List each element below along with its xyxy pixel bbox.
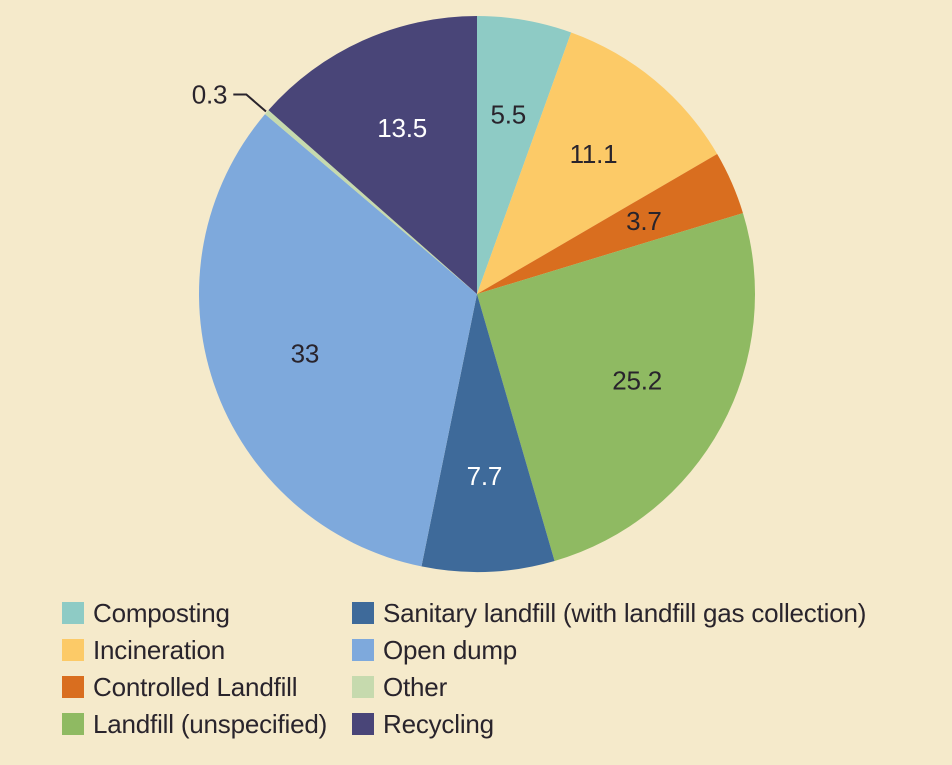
legend-label-controlled-landfill: Controlled Landfill [93, 672, 298, 702]
pie-slice-other [265, 110, 477, 294]
legend-label-other: Other [383, 672, 448, 702]
pie-slice-incineration [477, 32, 718, 294]
legend-item-landfill-unspecified: Landfill (unspecified) [62, 709, 328, 739]
slice-value-label-composting: 5.5 [491, 100, 527, 130]
legend-item-incineration: Incineration [62, 635, 226, 665]
legend-swatch-other [352, 676, 374, 698]
legend-label-sanitary-landfill-with-landfill-gas-collection: Sanitary landfill (with landfill gas col… [383, 598, 867, 628]
legend-swatch-sanitary-landfill-with-landfill-gas-collection [352, 602, 374, 624]
pie-slice-landfill-unspecified [477, 213, 756, 561]
legend-item-sanitary-landfill-with-landfill-gas-collection: Sanitary landfill (with landfill gas col… [352, 598, 867, 628]
legend-item-recycling: Recycling [352, 709, 494, 739]
legend-label-landfill-unspecified: Landfill (unspecified) [93, 709, 328, 739]
slice-value-label-landfill-unspecified: 25.2 [612, 366, 662, 396]
slice-value-label-open-dump: 33 [291, 339, 320, 369]
legend-swatch-recycling [352, 713, 374, 735]
legend-swatch-incineration [62, 639, 84, 661]
callout-leader-line-other [233, 93, 267, 113]
pie-slice-controlled-landfill [477, 153, 743, 294]
legend-swatch-composting [62, 602, 84, 624]
legend-label-incineration: Incineration [93, 635, 226, 665]
slice-value-label-incineration: 11.1 [570, 139, 618, 169]
legend-swatch-controlled-landfill [62, 676, 84, 698]
slice-value-label-recycling: 13.5 [377, 113, 427, 143]
legend-item-controlled-landfill: Controlled Landfill [62, 672, 298, 702]
legend-swatch-landfill-unspecified [62, 713, 84, 735]
legend-swatch-open-dump [352, 639, 374, 661]
legend-label-recycling: Recycling [383, 709, 494, 739]
legend: Composting Incineration Controlled Landfil… [0, 0, 952, 737]
legend-item-composting: Composting [62, 598, 230, 628]
pie-slice-recycling [268, 16, 477, 294]
pie-slice-sanitary-landfill-with-landfill-gas-collection [421, 294, 555, 572]
pie-slice-composting [477, 16, 572, 294]
legend-item-open-dump: Open dump [352, 635, 518, 665]
legend-label-composting: Composting [93, 598, 230, 628]
slice-value-callout-other: 0.3 [192, 80, 228, 110]
legend-item-other: Other [352, 672, 448, 702]
slice-value-label-controlled-landfill: 3.7 [626, 206, 662, 236]
pie-slice-open-dump [198, 114, 477, 567]
slice-value-label-sanitary-landfill-with-landfill-gas-collection: 7.7 [467, 461, 503, 491]
legend-label-open-dump: Open dump [383, 635, 518, 665]
